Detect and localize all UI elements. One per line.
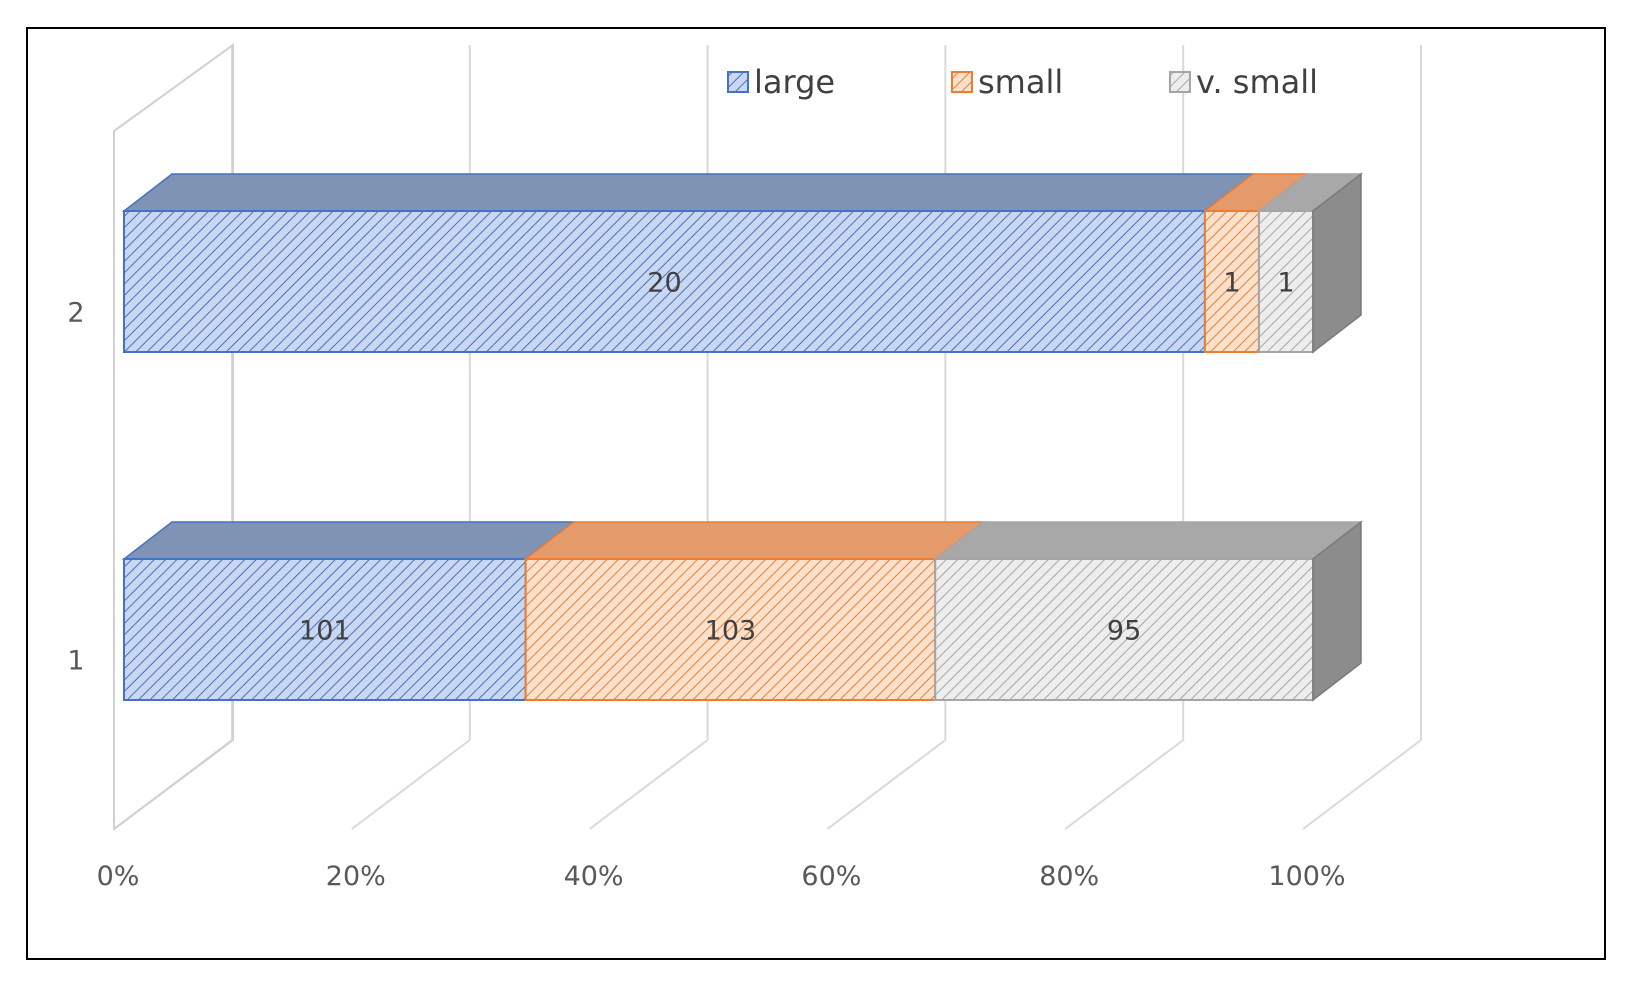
y-tick-label-1: 1 <box>67 646 84 677</box>
bar-side-category-2 <box>1312 172 1362 354</box>
legend-label-large: large <box>754 63 835 101</box>
bar-small-category-1 <box>523 521 986 701</box>
floor-line-40 <box>588 739 709 830</box>
chart-legend: large small v. small <box>727 63 1318 101</box>
legend-swatch-large <box>727 71 749 93</box>
x-tick-label-40: 40% <box>564 861 624 892</box>
chart-walls <box>113 43 1422 831</box>
x-tick-label-100: 100% <box>1268 861 1345 892</box>
bar-large-category-2 <box>121 173 1256 353</box>
data-label-large-category-1: 101 <box>299 616 351 647</box>
bar-front-v-small-category-1 <box>934 558 1314 701</box>
x-tick-label-60: 60% <box>801 861 861 892</box>
data-label-large-category-2: 20 <box>647 268 681 299</box>
legend-item-large: large <box>727 63 835 101</box>
bar-v-small-category-1 <box>933 520 1364 702</box>
y-tick-label-2: 2 <box>67 298 84 329</box>
bar-front-large-category-2 <box>123 210 1206 353</box>
bar-front-small-category-2 <box>1203 210 1260 353</box>
legend-swatch-v-small <box>1169 71 1191 93</box>
floor-line-60 <box>826 739 947 830</box>
floor-line-100 <box>1302 739 1422 830</box>
legend-label-v-small: v. small <box>1196 63 1318 101</box>
bar-front-small-category-1 <box>524 558 937 701</box>
data-label-small-category-2: 1 <box>1223 268 1240 299</box>
legend-item-v-small: v. small <box>1169 63 1318 101</box>
bar-small-category-2 <box>1202 173 1310 353</box>
bar-side-category-1 <box>1312 520 1362 702</box>
x-axis-ticks: 0% 20% 40% 60% 80% 100% <box>97 861 1346 892</box>
bar-top-v-small-category-1 <box>933 521 1364 560</box>
side-wall <box>113 43 234 831</box>
bar-top-large-category-2 <box>121 173 1256 212</box>
floor-line-20 <box>351 739 471 830</box>
x-tick-label-20: 20% <box>326 861 386 892</box>
legend-swatch-small <box>951 71 973 93</box>
x-tick-label-80: 80% <box>1039 861 1099 892</box>
bar-top-large-category-1 <box>121 521 576 560</box>
x-tick-label-0: 0% <box>97 861 140 892</box>
data-label-v-small-category-1: 95 <box>1107 616 1141 647</box>
chart-bars <box>121 172 1364 702</box>
y-axis-ticks: 12 <box>67 298 84 677</box>
bar-top-small-category-1 <box>523 521 986 560</box>
floor-line-80 <box>1064 739 1184 830</box>
data-label-small-category-1: 103 <box>705 616 757 647</box>
bar-large-category-1 <box>121 521 576 701</box>
legend-item-small: small <box>951 63 1063 101</box>
legend-label-small: small <box>978 63 1063 101</box>
bar-front-large-category-1 <box>123 558 527 701</box>
bar-v-small-category-2 <box>1256 172 1364 354</box>
data-label-v-small-category-2: 1 <box>1277 268 1294 299</box>
chart-data-labels: 101 103 95 20 1 1 <box>299 268 1295 647</box>
